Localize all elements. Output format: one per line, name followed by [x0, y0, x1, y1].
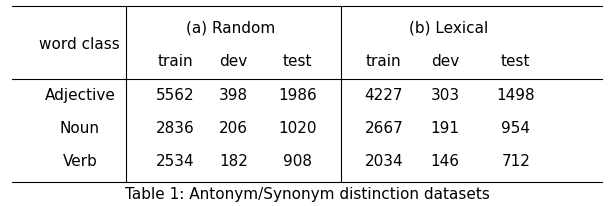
Text: 146: 146: [430, 154, 460, 169]
Text: train: train: [157, 54, 193, 69]
Text: 1020: 1020: [279, 121, 317, 136]
Text: 4227: 4227: [365, 88, 403, 103]
Text: dev: dev: [431, 54, 459, 69]
Text: 712: 712: [501, 154, 530, 169]
Text: 2667: 2667: [364, 121, 403, 136]
Text: 954: 954: [501, 121, 530, 136]
Text: test: test: [501, 54, 530, 69]
Text: Table 1: Antonym/Synonym distinction datasets: Table 1: Antonym/Synonym distinction dat…: [125, 187, 489, 202]
Text: 908: 908: [283, 154, 313, 169]
Text: word class: word class: [39, 37, 120, 52]
Text: 2534: 2534: [156, 154, 194, 169]
Text: 182: 182: [219, 154, 248, 169]
Text: test: test: [283, 54, 313, 69]
Text: dev: dev: [219, 54, 247, 69]
Text: Noun: Noun: [60, 121, 100, 136]
Text: Verb: Verb: [63, 154, 97, 169]
Text: 2836: 2836: [155, 121, 195, 136]
Text: 2034: 2034: [365, 154, 403, 169]
Text: 398: 398: [219, 88, 248, 103]
Text: 303: 303: [430, 88, 460, 103]
Text: (b) Lexical: (b) Lexical: [408, 20, 488, 35]
Text: train: train: [366, 54, 402, 69]
Text: 5562: 5562: [156, 88, 194, 103]
Text: 1498: 1498: [497, 88, 535, 103]
Text: 1986: 1986: [278, 88, 317, 103]
Text: 206: 206: [219, 121, 248, 136]
Text: Adjective: Adjective: [44, 88, 115, 103]
Text: (a) Random: (a) Random: [185, 20, 275, 35]
Text: 191: 191: [430, 121, 460, 136]
